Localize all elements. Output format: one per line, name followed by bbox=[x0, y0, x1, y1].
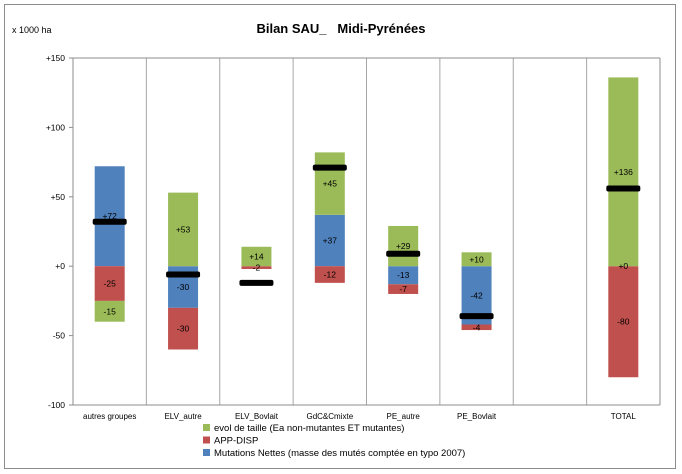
data-label: +0 bbox=[618, 261, 628, 271]
bar-segment bbox=[168, 307, 199, 350]
data-label: -30 bbox=[177, 282, 190, 292]
bar-segment bbox=[388, 284, 419, 294]
y-tick-label: +0 bbox=[55, 261, 65, 271]
data-label: -30 bbox=[177, 324, 190, 334]
data-label: +45 bbox=[323, 179, 338, 189]
data-label: +10 bbox=[469, 254, 484, 264]
legend-label: Mutations Nettes (masse des mutés compté… bbox=[214, 448, 465, 459]
data-label: +72 bbox=[102, 211, 117, 221]
bar-segment bbox=[94, 166, 125, 267]
bar-segment bbox=[94, 266, 125, 301]
legend-label: evol de taille (Ea non-mutantes ET mutan… bbox=[214, 423, 404, 434]
data-label: -15 bbox=[104, 306, 117, 316]
data-label: -25 bbox=[104, 279, 117, 289]
net-total-marker bbox=[606, 185, 641, 192]
data-label: -13 bbox=[397, 270, 410, 280]
x-category-label: ELV_Bovlait bbox=[235, 412, 279, 421]
legend-swatch bbox=[203, 436, 210, 444]
y-tick-label: -100 bbox=[48, 400, 65, 410]
bar-segment bbox=[168, 192, 199, 267]
chart-title: Bilan SAU_ Midi-Pyrénées bbox=[256, 21, 425, 36]
data-label: +136 bbox=[614, 167, 633, 177]
bar-segment bbox=[314, 214, 345, 267]
net-total-marker bbox=[312, 164, 347, 171]
bar-segment bbox=[608, 77, 639, 267]
y-tick-label: -50 bbox=[53, 331, 66, 341]
legend-swatch bbox=[203, 449, 210, 456]
bar-segment bbox=[241, 246, 272, 267]
data-label: -12 bbox=[324, 270, 337, 280]
net-total-marker bbox=[459, 313, 494, 320]
data-label: +37 bbox=[323, 236, 338, 246]
x-category-label: TOTAL bbox=[611, 412, 637, 421]
bar-segment bbox=[314, 266, 345, 283]
data-label: -42 bbox=[470, 290, 483, 300]
bar-segment bbox=[608, 266, 639, 378]
x-category-label: GdC&Cmixte bbox=[306, 412, 353, 421]
net-total-marker bbox=[386, 250, 421, 257]
net-total-marker bbox=[92, 218, 127, 225]
x-category-label: ELV_autre bbox=[164, 412, 202, 421]
legend-label: APP-DISP bbox=[214, 436, 258, 447]
data-label: -4 bbox=[473, 322, 481, 332]
legend-swatch bbox=[203, 424, 210, 431]
unit-label: x 1000 ha bbox=[12, 25, 52, 35]
bar-segment bbox=[461, 252, 492, 267]
net-total-marker bbox=[239, 279, 274, 286]
bar-segment bbox=[388, 225, 419, 267]
data-label: -80 bbox=[617, 317, 630, 327]
bar-segment bbox=[388, 266, 419, 285]
data-label: +14 bbox=[249, 251, 264, 261]
legend: evol de taille (Ea non-mutantes ET mutan… bbox=[203, 423, 465, 459]
data-label: -2 bbox=[253, 263, 261, 273]
net-total-marker bbox=[166, 271, 201, 278]
data-label: +29 bbox=[396, 241, 411, 251]
plot-area: +150 +100 +50 +0 -50 -100 autres groupes ELV_au… bbox=[46, 53, 661, 421]
y-tick-label: +150 bbox=[46, 53, 65, 63]
data-label: -7 bbox=[399, 284, 407, 294]
x-category-label: PE_autre bbox=[387, 412, 421, 421]
bar-segment bbox=[461, 324, 492, 331]
data-label: +53 bbox=[176, 224, 191, 234]
x-category-label: autres groupes bbox=[83, 412, 136, 421]
y-tick-label: +100 bbox=[46, 122, 65, 132]
bar-segment bbox=[314, 152, 345, 215]
x-category-label: PE_Bovlait bbox=[457, 412, 497, 421]
bar-segment bbox=[241, 266, 272, 269]
y-tick-label: +50 bbox=[51, 192, 66, 202]
bar-segment bbox=[94, 300, 125, 322]
